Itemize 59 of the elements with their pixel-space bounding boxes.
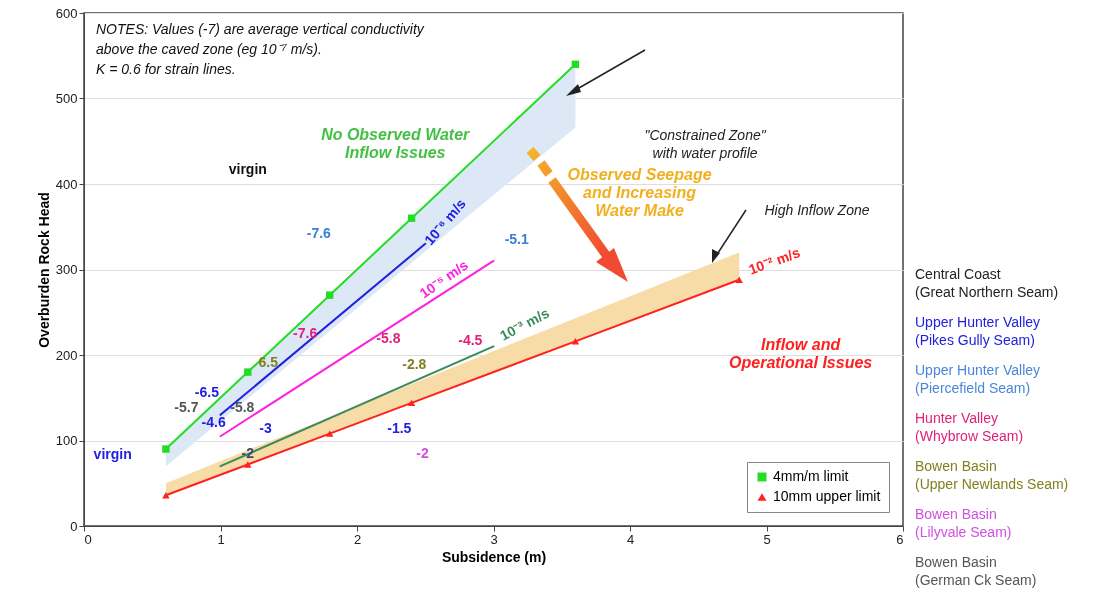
annotation: -4.6 xyxy=(201,414,226,431)
annotation: NOTES: Values (-7) are average vertical conductivity above the caved zone (eg 10⁻⁷ m/s). K = 0.6 for strain lines. xyxy=(96,21,425,77)
point xyxy=(162,445,170,453)
text: Upper Hunter Valley (Piercefield Seam) xyxy=(915,362,1041,396)
y-tick-label: 400 xyxy=(55,176,78,192)
x-tick-label: 6 xyxy=(896,531,904,547)
text: Bowen Basin (German Ck Seam) xyxy=(915,554,1037,588)
annotation: -2.8 xyxy=(402,356,427,373)
x-tick-label: 5 xyxy=(763,531,771,547)
text: Central Coast (Great Northern Seam) xyxy=(915,266,1059,300)
point xyxy=(407,214,416,222)
annotation: Inflow and Operational Issues xyxy=(729,335,873,371)
legend-label: 10mm upper limit xyxy=(773,488,881,504)
x-tick-label: 2 xyxy=(353,531,362,547)
text: Bowen Basin (Lilyvale Seam) xyxy=(915,506,1012,540)
annotation: Observed Seepage and Increasing Water Make xyxy=(567,166,712,220)
annotation: -5.1 xyxy=(504,230,529,247)
y-tick-label: 600 xyxy=(55,5,78,21)
annotation: "Constrained Zone" with water profile xyxy=(644,127,767,162)
annotation: -7.6 xyxy=(306,224,332,241)
annotation: virgin xyxy=(228,161,267,178)
text: Upper Hunter Valley (Pikes Gully Seam) xyxy=(915,314,1041,348)
x-tick-label: 3 xyxy=(490,531,498,547)
x-tick-label: 0 xyxy=(84,531,92,547)
annotation: -2 xyxy=(416,445,429,462)
y-tick-label: 0 xyxy=(70,518,78,534)
y-tick-label: 500 xyxy=(55,91,78,106)
annotation: High Inflow Zone xyxy=(764,202,870,219)
x-tick-label: 1 xyxy=(217,531,225,547)
annotation: -6.5 xyxy=(194,384,220,401)
point xyxy=(244,461,252,468)
annotation: -7.6 xyxy=(293,324,318,341)
annotation: 6.5 xyxy=(258,353,279,370)
annotation: -5.7 xyxy=(174,399,199,416)
annotation: virgin xyxy=(93,446,132,463)
x-axis-title: Subsidence (m) xyxy=(441,548,547,565)
annotation: -5.8 xyxy=(230,399,255,416)
point xyxy=(325,291,334,299)
annotation: -4.5 xyxy=(458,332,483,349)
annotation: -3 xyxy=(259,420,272,437)
point xyxy=(244,368,252,376)
y-tick-label: 200 xyxy=(55,347,78,363)
y-tick-label: 100 xyxy=(55,433,78,448)
point xyxy=(735,276,743,283)
annotation: 10⁻² m/s xyxy=(746,244,803,278)
text: Hunter Valley (Whybrow Seam) xyxy=(915,410,1024,444)
y-tick-label: 300 xyxy=(55,262,78,277)
text: Bowen Basin (Upper Newlands Seam) xyxy=(915,458,1069,492)
legend-label: 4mm/m limit xyxy=(773,468,849,484)
annotation: 10⁻⁵ m/s xyxy=(416,256,472,302)
point xyxy=(571,338,580,345)
annotation: 10⁻³ m/s xyxy=(497,304,552,344)
x-tick-label: 4 xyxy=(626,531,635,547)
point xyxy=(407,399,416,407)
annotation: -5.8 xyxy=(376,329,401,346)
annotation: -1.5 xyxy=(387,420,412,437)
y-axis-title: Overburden Rock Head xyxy=(35,192,52,348)
point xyxy=(325,430,334,437)
annotation: No Observed Water Inflow Issues xyxy=(321,126,471,162)
